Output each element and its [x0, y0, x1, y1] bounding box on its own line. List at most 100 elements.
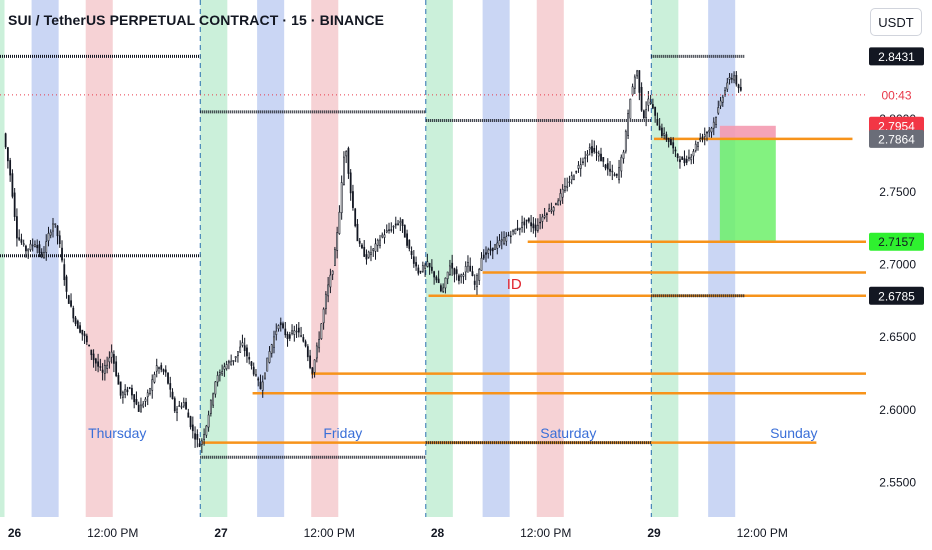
- price-tag-bg: [869, 47, 924, 66]
- candle-body: [216, 375, 219, 383]
- time-tick-label: 29: [647, 526, 661, 540]
- candle-body: [503, 237, 505, 244]
- candle-body: [144, 398, 147, 402]
- candle-body: [76, 320, 79, 329]
- time-tick-label: 12:00 PM: [87, 526, 138, 540]
- candle-body: [706, 132, 708, 134]
- candle-body: [286, 333, 289, 340]
- candle-body: [428, 263, 431, 268]
- session-band-blue: [31, 0, 59, 517]
- candle-body: [230, 360, 233, 366]
- candle-body: [112, 354, 115, 364]
- candle-body: [667, 137, 670, 142]
- candle-body: [573, 175, 575, 181]
- candle-body: [180, 406, 183, 408]
- candle-body: [604, 164, 607, 169]
- candle-body: [557, 200, 560, 206]
- candle-body: [638, 70, 641, 93]
- candle-body: [223, 366, 226, 370]
- candle-body: [162, 369, 165, 372]
- candle-body: [588, 147, 591, 150]
- candle-body: [52, 223, 54, 232]
- price-tag-bg: [869, 232, 924, 251]
- candle-body: [424, 264, 427, 269]
- candle-body: [228, 361, 230, 364]
- time-tick-label: 27: [214, 526, 228, 540]
- candle-body: [302, 337, 305, 342]
- candle-body: [72, 307, 75, 319]
- range-levels[interactable]: [0, 54, 745, 459]
- candle-body: [458, 275, 460, 281]
- candle-body: [401, 219, 404, 226]
- candle-body: [36, 245, 39, 249]
- candle-body: [498, 240, 501, 246]
- candle-body: [708, 129, 711, 133]
- candle-body: [239, 346, 242, 353]
- candle-body: [620, 156, 623, 172]
- candle-body: [406, 233, 408, 246]
- candle-body: [250, 361, 253, 366]
- candle-body: [207, 414, 210, 428]
- candle-body: [318, 339, 321, 349]
- candle-body: [733, 75, 735, 81]
- candle-body: [225, 364, 228, 369]
- session-band-red: [85, 0, 113, 517]
- candle-body: [9, 160, 12, 176]
- candle-body: [651, 104, 654, 109]
- candle-body: [155, 365, 158, 372]
- candle-body: [394, 223, 397, 226]
- time-tick-label: 12:00 PM: [304, 526, 355, 540]
- candle-body: [719, 100, 722, 107]
- candle-body: [338, 211, 341, 234]
- candle-body: [613, 174, 616, 176]
- candle-body: [507, 234, 510, 237]
- id-annotation: ID: [507, 276, 522, 293]
- candle-body: [279, 322, 282, 326]
- time-axis[interactable]: 26 12:00 PM 27 12:00 PM 28 12:00 PM 29 12:00 PM: [0, 519, 932, 550]
- candle-body: [85, 335, 88, 343]
- candle-body: [6, 147, 9, 162]
- currency-button[interactable]: USDT: [870, 8, 922, 36]
- candle-body: [379, 239, 381, 246]
- symbol-title[interactable]: SUI / TetherUS PERPETUAL CONTRACT · 15 ·…: [8, 12, 385, 28]
- candle-body: [473, 280, 476, 285]
- candle-body: [370, 252, 372, 255]
- candle-body: [54, 223, 57, 225]
- candle-body: [135, 399, 138, 405]
- candle-body: [715, 117, 717, 125]
- candle-body: [237, 351, 239, 357]
- candle-body: [4, 133, 7, 148]
- candle-body: [568, 181, 571, 184]
- candle-body: [200, 440, 203, 445]
- candle-body: [70, 300, 72, 307]
- candle-body: [22, 243, 25, 245]
- candle-body: [363, 246, 366, 257]
- candle-body: [417, 267, 420, 274]
- candle-body: [455, 269, 458, 274]
- candle-body: [482, 254, 485, 259]
- candle-body: [306, 346, 309, 358]
- candle-body: [697, 142, 699, 147]
- price-tag-label: 2.7864: [878, 132, 915, 146]
- candle-body: [194, 433, 196, 440]
- candle-body: [410, 250, 413, 256]
- candle-body: [509, 235, 512, 238]
- candle-body: [29, 243, 32, 250]
- candle-body: [372, 248, 375, 251]
- candle-body: [133, 394, 136, 403]
- candle-body: [480, 257, 483, 271]
- candle-body: [365, 254, 368, 260]
- candle-body: [185, 401, 187, 410]
- candle-body: [670, 138, 672, 146]
- candle-body: [582, 161, 584, 163]
- time-tick-label: 12:00 PM: [737, 526, 788, 540]
- time-tick-label: 28: [431, 526, 445, 540]
- candle-body: [65, 276, 68, 292]
- candle-body: [232, 360, 235, 362]
- position-tool[interactable]: [719, 125, 776, 242]
- candle-body: [34, 244, 36, 247]
- candle-body: [726, 82, 729, 90]
- candle-body: [701, 136, 704, 139]
